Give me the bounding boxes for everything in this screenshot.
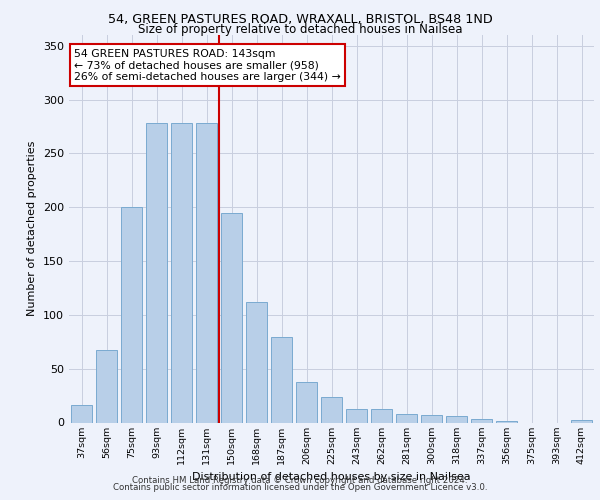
Bar	[296, 382, 317, 422]
Y-axis label: Number of detached properties: Number of detached properties	[28, 141, 37, 316]
Text: 54, GREEN PASTURES ROAD, WRAXALL, BRISTOL, BS48 1ND: 54, GREEN PASTURES ROAD, WRAXALL, BRISTO…	[107, 12, 493, 26]
Bar	[196, 124, 217, 422]
Bar	[96, 350, 117, 422]
Text: Contains public sector information licensed under the Open Government Licence v3: Contains public sector information licen…	[113, 484, 487, 492]
Bar	[471, 420, 492, 422]
Text: 54 GREEN PASTURES ROAD: 143sqm
← 73% of detached houses are smaller (958)
26% of: 54 GREEN PASTURES ROAD: 143sqm ← 73% of …	[74, 48, 341, 82]
Text: Contains HM Land Registry data © Crown copyright and database right 2024.: Contains HM Land Registry data © Crown c…	[132, 476, 468, 485]
Bar	[246, 302, 267, 422]
Bar	[396, 414, 417, 422]
Bar	[121, 207, 142, 422]
Bar	[346, 408, 367, 422]
Bar	[421, 415, 442, 422]
Text: Size of property relative to detached houses in Nailsea: Size of property relative to detached ho…	[138, 22, 462, 36]
Bar	[271, 338, 292, 422]
X-axis label: Distribution of detached houses by size in Nailsea: Distribution of detached houses by size …	[192, 472, 471, 482]
Bar	[71, 406, 92, 422]
Bar	[171, 124, 192, 422]
Bar	[146, 124, 167, 422]
Bar	[371, 408, 392, 422]
Bar	[321, 396, 342, 422]
Bar	[571, 420, 592, 422]
Bar	[446, 416, 467, 422]
Bar	[221, 212, 242, 422]
